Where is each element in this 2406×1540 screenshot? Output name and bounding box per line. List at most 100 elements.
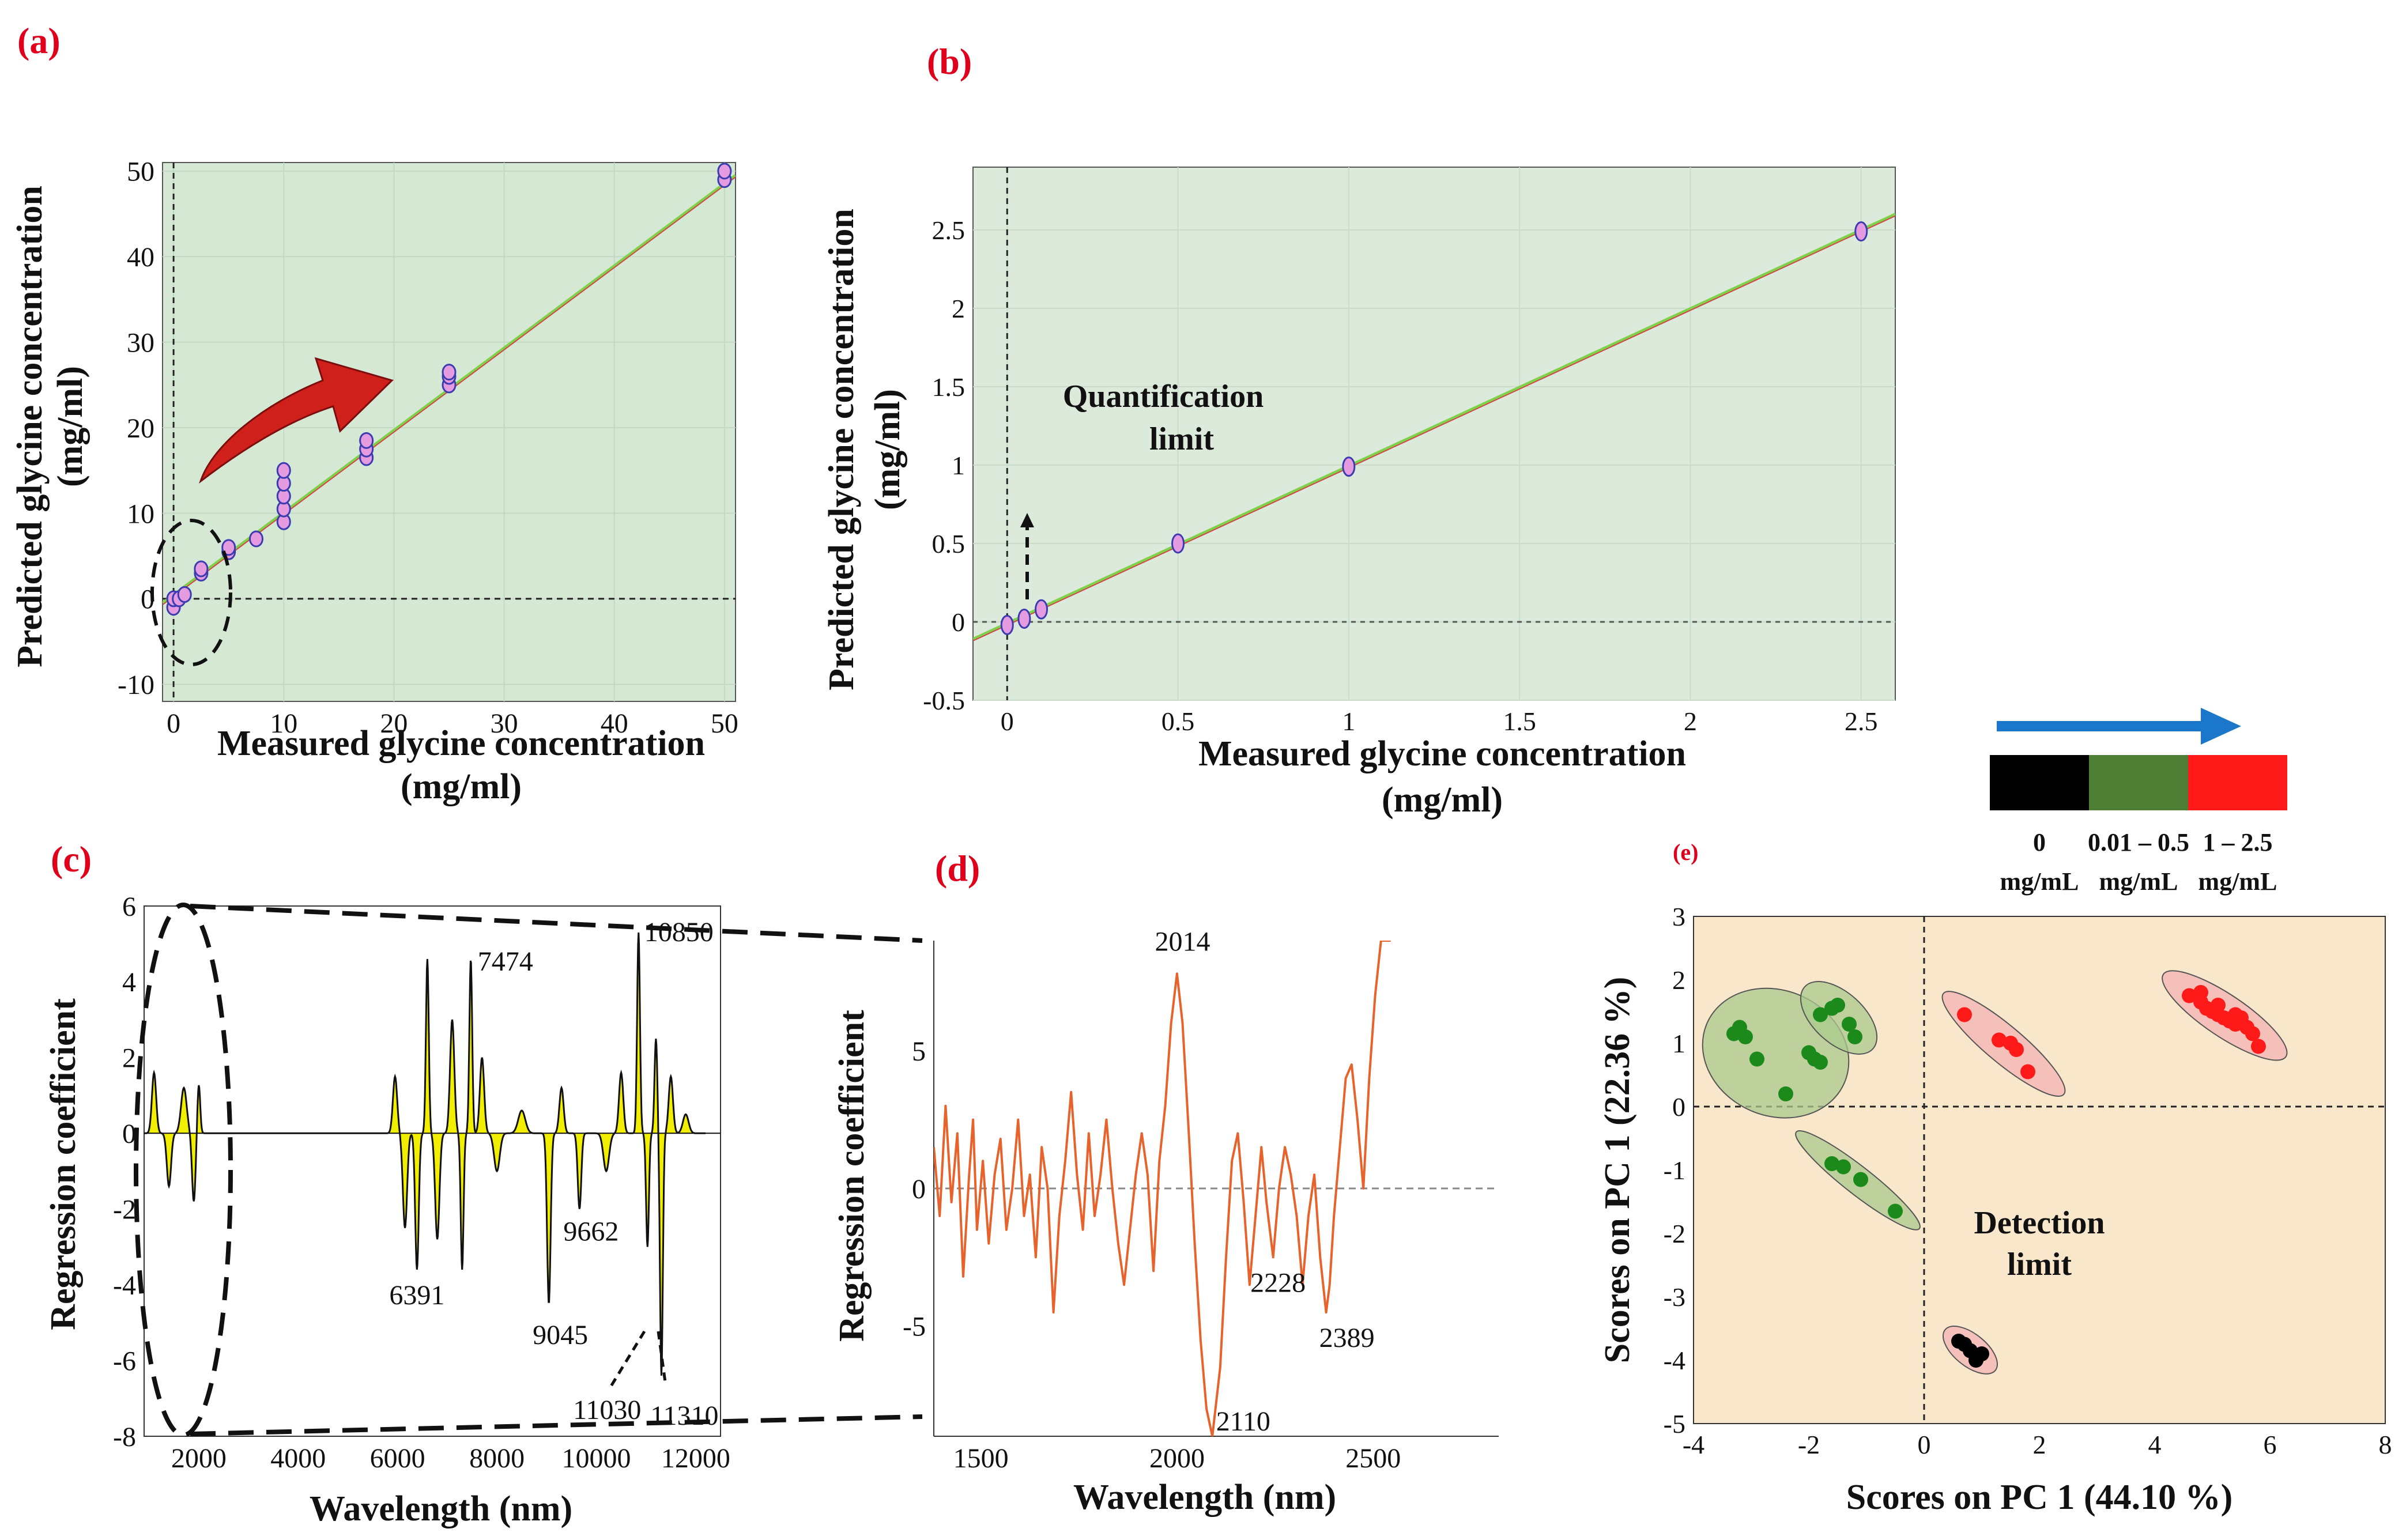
data-point <box>194 560 209 578</box>
y-tick-label: 0 <box>1672 1092 1685 1122</box>
concentration-legend: 0 mg/mL 0.01 – 0.5 mg/mL 1 – 2.5 mg/mL <box>1990 755 2287 896</box>
x-tick-label: 8 <box>2379 1430 2392 1459</box>
score-point <box>1974 1346 1989 1361</box>
score-point <box>1778 1086 1793 1101</box>
data-point <box>1035 599 1049 620</box>
data-point <box>1342 456 1356 477</box>
concentration-scale-arrowhead <box>2201 708 2241 745</box>
panel-label-c: (c) <box>51 839 92 880</box>
score-point <box>1824 1156 1839 1171</box>
data-point <box>717 163 732 180</box>
peak-label: 11030 <box>573 1395 641 1425</box>
panel-b-plot-area <box>972 167 1896 701</box>
y-tick-label: 2.5 <box>932 216 966 245</box>
x-tick-label: 2 <box>2033 1430 2046 1459</box>
data-point <box>359 432 374 449</box>
y-tick-label: -10 <box>118 670 154 700</box>
peak-11030-pointer <box>609 1330 646 1387</box>
quantification-limit-label-line2: limit <box>1149 421 1214 457</box>
x-tick-label: 2000 <box>171 1443 227 1474</box>
y-tick-label: 20 <box>127 413 154 444</box>
panel-c-plot-area <box>144 905 721 1437</box>
score-point <box>2228 1007 2243 1022</box>
panel-b-chart: 0 0.5 1 1.5 2 2.5 -0.5 0 0.5 1 1.5 2 2.5 Quantificat… <box>822 167 1896 820</box>
x-tick-label: -4 <box>1683 1430 1704 1459</box>
score-point <box>2211 998 2226 1013</box>
x-tick-label: 2000 <box>1149 1443 1205 1474</box>
panel-e-chart: 0 mg/mL 0.01 – 0.5 mg/mL 1 – 2.5 mg/mL -4 -2 0 2… <box>1598 708 2392 1517</box>
panel-e-y-axis-label: Scores on PC 1 (22.36 %) <box>1598 977 1637 1363</box>
zoom-line-bottom <box>190 1414 923 1436</box>
score-point <box>2009 1042 2024 1057</box>
panel-label-e: (e) <box>1673 839 1698 865</box>
x-tick-label: -2 <box>1798 1430 1820 1459</box>
peak-label: 7474 <box>478 946 533 977</box>
x-tick-label: 10000 <box>561 1443 631 1474</box>
x-tick-label: 2500 <box>1345 1443 1401 1474</box>
legend-label-range: 1 – 2.5 <box>2203 828 2273 856</box>
peak-label: 2389 <box>1319 1323 1375 1353</box>
y-tick-label: 2 <box>1672 965 1685 995</box>
y-tick-label: 0.5 <box>932 529 966 558</box>
x-tick-label: 4000 <box>270 1443 326 1474</box>
peak-label: 2110 <box>1216 1406 1270 1437</box>
data-point <box>276 462 291 479</box>
legend-label-unit: mg/mL <box>2099 867 2178 896</box>
score-point <box>1830 998 1845 1013</box>
detection-limit-label-line2: limit <box>2007 1247 2072 1282</box>
peak-11310-pointer <box>657 1331 668 1387</box>
x-tick-label: 8000 <box>469 1443 525 1474</box>
panel-c-chart: 2000 4000 6000 8000 10000 12000 6 4 2 0 -2 -4 -6 -8 7… <box>44 892 923 1528</box>
y-tick-label: 2 <box>122 1043 136 1074</box>
fit-line-secondary <box>973 215 1895 641</box>
y-tick-label: 2 <box>952 294 965 323</box>
score-point <box>1738 1029 1753 1044</box>
x-tick-label: 30 <box>491 708 518 739</box>
panel-b-grid <box>973 167 1895 701</box>
panel-a-x-axis-unit: (mg/ml) <box>401 767 522 806</box>
x-tick-label: 2 <box>1684 707 1697 736</box>
y-tick-label: 50 <box>127 157 154 187</box>
fit-line <box>973 213 1895 641</box>
panel-a-x-axis-label: Measured glycine concentration <box>217 724 705 763</box>
x-tick-label: 20 <box>380 708 408 739</box>
y-tick-label: -5 <box>1664 1409 1685 1439</box>
x-tick-label: 1.5 <box>1503 707 1536 736</box>
score-point <box>1847 1029 1862 1044</box>
panel-e-x-axis-label: Scores on PC 1 (44.10 %) <box>1846 1478 2232 1517</box>
legend-swatch <box>2188 755 2287 810</box>
x-tick-label: 1 <box>1342 707 1355 736</box>
data-point <box>1000 614 1014 635</box>
panel-b-x-axis-unit: (mg/ml) <box>1382 780 1503 820</box>
y-tick-label: -4 <box>113 1270 136 1301</box>
legend-swatch <box>2089 755 2188 810</box>
panel-c-ticks: 2000 4000 6000 8000 10000 12000 6 4 2 0 -2 -4 -6 -8 <box>113 892 730 1474</box>
legend-label-unit: mg/mL <box>2198 867 2277 896</box>
data-point <box>1171 533 1185 554</box>
y-tick-label: 4 <box>122 967 136 998</box>
panel-d-y-axis-label: Regression coefficient <box>832 1010 872 1342</box>
panel-label-d: (d) <box>935 848 980 889</box>
y-tick-label: 1 <box>1672 1029 1685 1058</box>
y-tick-label: 40 <box>127 242 154 273</box>
panel-c-zoom-ellipse <box>134 903 233 1437</box>
panel-a-y-axis-unit: (mg/ml) <box>51 366 90 487</box>
data-point <box>1854 221 1868 242</box>
y-tick-label: -2 <box>113 1195 136 1225</box>
regression-coefficient-line <box>934 941 1391 1436</box>
panel-c-x-axis-label: Wavelength (nm) <box>310 1489 572 1528</box>
data-point <box>177 586 192 603</box>
x-tick-label: 6000 <box>370 1443 425 1474</box>
panel-label-b: (b) <box>927 41 972 82</box>
peak-label: 9045 <box>533 1320 588 1350</box>
detection-limit-label-line1: Detection <box>1974 1205 2105 1241</box>
y-tick-label: -2 <box>1664 1219 1685 1248</box>
y-tick-label: 3 <box>1672 902 1685 931</box>
x-tick-label: 40 <box>601 708 628 739</box>
x-tick-label: 50 <box>711 708 738 739</box>
y-tick-label: -4 <box>1664 1346 1685 1375</box>
legend-label-range: 0.01 – 0.5 <box>2088 828 2189 856</box>
